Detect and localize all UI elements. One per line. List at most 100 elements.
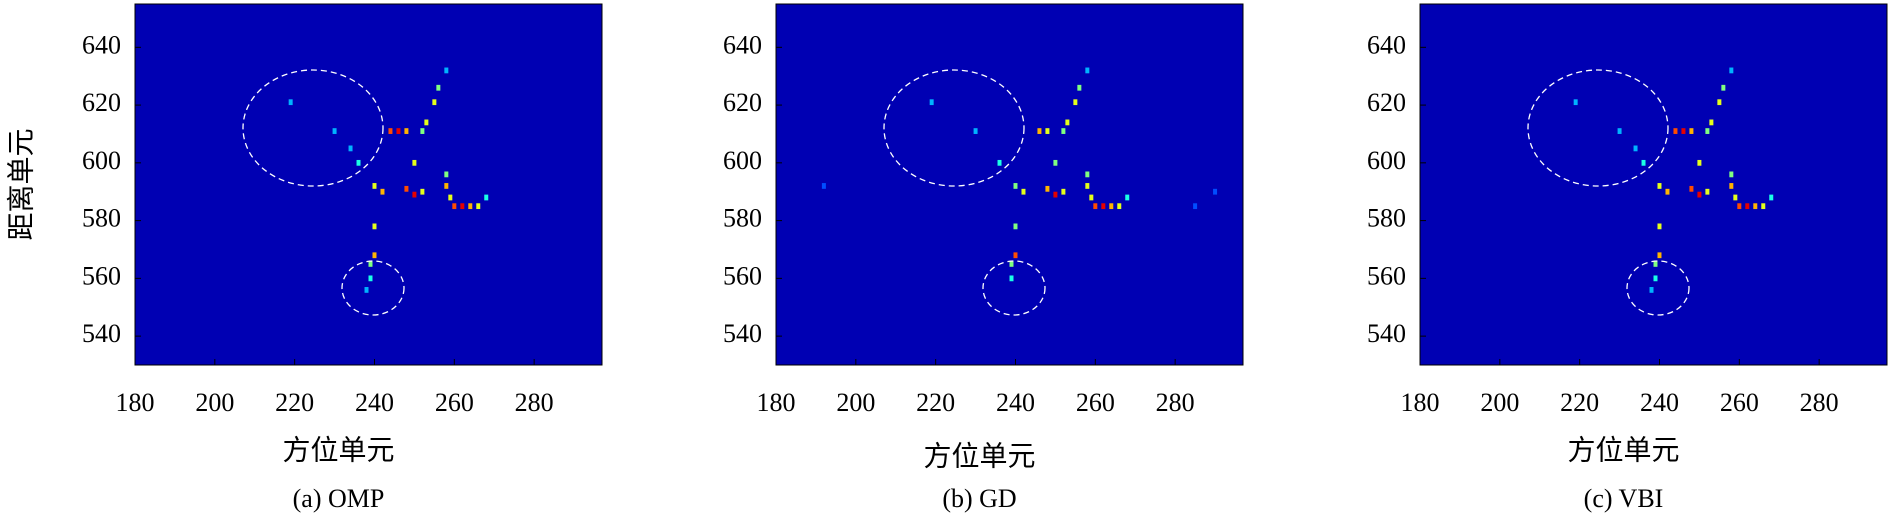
x-tick-label: 240 xyxy=(355,388,394,417)
y-tick-label: 580 xyxy=(723,204,762,233)
x-tick-label: 180 xyxy=(757,388,796,417)
heat-cell xyxy=(356,159,361,166)
heat-cell xyxy=(1045,128,1050,134)
heat-cell xyxy=(1657,223,1662,230)
heat-cell xyxy=(404,128,409,134)
heat-cell xyxy=(1085,67,1090,74)
heat-cell xyxy=(1045,185,1050,192)
heat-cell xyxy=(1061,188,1066,195)
heat-cell xyxy=(1085,171,1090,178)
heat-cell xyxy=(348,145,353,152)
heat-cell xyxy=(1657,183,1662,189)
heat-cell xyxy=(1061,128,1066,134)
y-tick-label: 540 xyxy=(1367,319,1406,348)
x-axis-label: 方位单元 xyxy=(1567,434,1679,466)
heat-cell xyxy=(973,128,978,134)
heat-cell xyxy=(1705,128,1710,134)
heat-cell xyxy=(1021,188,1026,195)
heat-cell xyxy=(1089,194,1094,201)
heat-cell xyxy=(997,159,1002,166)
heat-cell xyxy=(1769,194,1774,201)
heat-cell xyxy=(448,194,453,201)
axes-frame xyxy=(775,3,1244,366)
dashed-ellipse xyxy=(982,260,1046,316)
y-tick-label: 580 xyxy=(1367,204,1406,233)
heat-cell xyxy=(1729,171,1734,178)
heat-cell xyxy=(1213,188,1218,195)
heat-cell xyxy=(1037,128,1042,134)
x-tick-label: 200 xyxy=(195,388,234,417)
x-tick-label: 280 xyxy=(1800,388,1839,417)
y-tick-label: 620 xyxy=(82,88,121,117)
axes-frame xyxy=(134,3,603,366)
heat-cell xyxy=(444,67,449,74)
x-tick-label: 260 xyxy=(1076,388,1115,417)
dashed-ellipse xyxy=(242,69,384,187)
y-tick-label: 560 xyxy=(1367,261,1406,290)
heat-cell xyxy=(420,188,425,195)
panel: 180 200 220 240 260 280 540 560 580 600 620 640 方位单元… xyxy=(1367,3,1888,513)
heat-cell xyxy=(368,275,373,282)
x-tick-label: 180 xyxy=(116,388,155,417)
heat-cell xyxy=(332,128,337,134)
heat-cell xyxy=(1013,223,1018,230)
heat-cell xyxy=(821,183,826,189)
x-tick-label: 260 xyxy=(1720,388,1759,417)
x-tick-label: 220 xyxy=(275,388,314,417)
y-tick-label: 600 xyxy=(1367,146,1406,175)
y-tick-label: 600 xyxy=(82,146,121,175)
heat-cell xyxy=(1753,203,1758,210)
heat-cell xyxy=(1709,119,1714,126)
caption: (a) OMP xyxy=(293,484,385,513)
x-tick-label: 240 xyxy=(996,388,1035,417)
heat-cell xyxy=(364,287,369,293)
dashed-ellipse xyxy=(1527,69,1669,187)
y-axis-label: 距离单元 xyxy=(5,128,37,240)
y-tick-label: 540 xyxy=(723,319,762,348)
heat-cell xyxy=(380,188,385,195)
heat-cell xyxy=(1729,183,1734,189)
heat-cell xyxy=(1653,261,1658,267)
heat-cell xyxy=(1745,203,1750,210)
heat-cell xyxy=(476,203,481,210)
plot-background xyxy=(776,4,1243,365)
heat-cell xyxy=(929,99,934,106)
heat-cell xyxy=(1573,99,1578,106)
x-tick-label: 200 xyxy=(836,388,875,417)
heat-cell xyxy=(444,183,449,189)
y-tick-label: 580 xyxy=(82,204,121,233)
heat-cell xyxy=(420,128,425,134)
x-tick-label: 280 xyxy=(515,388,554,417)
heat-cell xyxy=(1009,261,1014,267)
heat-cell xyxy=(452,203,457,210)
x-tick-label: 220 xyxy=(916,388,955,417)
heat-cell xyxy=(1009,275,1014,282)
heat-cell xyxy=(1721,84,1726,91)
heat-cell xyxy=(1761,203,1766,210)
x-tick-label: 200 xyxy=(1480,388,1519,417)
panel: 180 200 220 240 260 280 540 560 580 600 620 640 方位单元… xyxy=(5,3,603,513)
heat-cell xyxy=(1013,183,1018,189)
heat-cell xyxy=(432,99,437,106)
heat-cell xyxy=(1665,188,1670,195)
heat-cell xyxy=(372,183,377,189)
heat-cell xyxy=(404,185,409,192)
annotations xyxy=(242,69,1690,316)
heat-cell xyxy=(1697,191,1702,198)
heat-cell xyxy=(1109,203,1114,210)
heat-cell xyxy=(1649,287,1654,293)
heat-cell xyxy=(412,191,417,198)
heat-cell xyxy=(1617,128,1622,134)
y-tick-label: 540 xyxy=(82,319,121,348)
heat-cell xyxy=(1073,99,1078,106)
heat-cell xyxy=(1077,84,1082,91)
heat-cell xyxy=(1697,159,1702,166)
heat-cell xyxy=(1013,252,1018,259)
heat-cell xyxy=(1657,252,1662,259)
y-tick-label: 640 xyxy=(1367,30,1406,59)
heat-cell xyxy=(1705,188,1710,195)
heat-cell xyxy=(1653,275,1658,282)
heat-cell xyxy=(1117,203,1122,210)
x-axis-label: 方位单元 xyxy=(923,440,1035,472)
